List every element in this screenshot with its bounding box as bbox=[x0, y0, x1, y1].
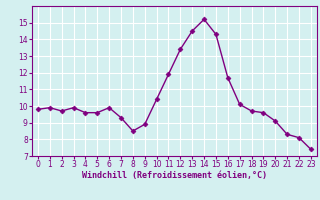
X-axis label: Windchill (Refroidissement éolien,°C): Windchill (Refroidissement éolien,°C) bbox=[82, 171, 267, 180]
